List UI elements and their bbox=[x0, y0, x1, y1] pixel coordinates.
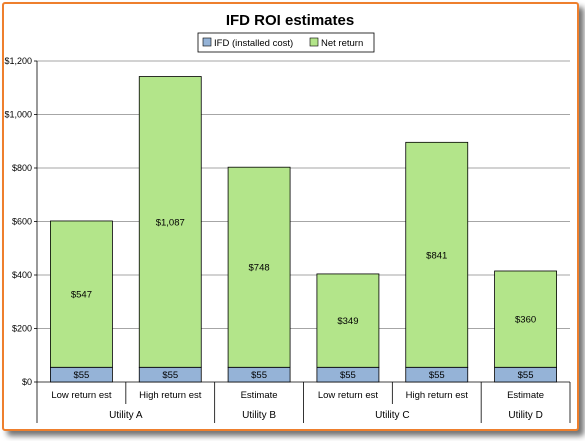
y-tick-label: $400 bbox=[12, 270, 32, 280]
x-category-label: Low return est bbox=[318, 390, 379, 401]
y-tick-label: $1,000 bbox=[4, 110, 32, 120]
legend: IFD (installed cost) Net return bbox=[197, 32, 375, 53]
legend-box bbox=[197, 32, 375, 53]
x-group-label: Utility A bbox=[109, 410, 143, 421]
x-category-label: High return est bbox=[406, 390, 469, 401]
bar-net-return bbox=[50, 220, 113, 368]
x-category-label: Estimate bbox=[241, 390, 278, 401]
bar-net-return bbox=[227, 166, 291, 368]
y-tick-label: $200 bbox=[12, 324, 32, 334]
bar-net-return bbox=[494, 270, 557, 368]
data-label-ifd: $55 bbox=[518, 370, 534, 381]
data-label-net-return: $841 bbox=[426, 250, 447, 261]
legend-label-ifd: IFD (installed cost) bbox=[214, 38, 293, 49]
data-label-ifd: $55 bbox=[429, 370, 445, 381]
y-tick-label: $1,200 bbox=[4, 56, 32, 66]
data-label-net-return: $1,087 bbox=[156, 217, 185, 228]
data-label-ifd: $55 bbox=[162, 370, 178, 381]
legend-label-net-return: Net return bbox=[321, 38, 363, 49]
data-label-net-return: $547 bbox=[71, 290, 92, 301]
y-tick-label: $0 bbox=[22, 377, 32, 387]
data-label-net-return: $360 bbox=[515, 315, 536, 326]
data-label-net-return: $748 bbox=[249, 263, 270, 274]
x-category-label: Low return est bbox=[51, 390, 112, 401]
data-label-ifd: $55 bbox=[340, 370, 356, 381]
data-label-ifd: $55 bbox=[73, 370, 89, 381]
data-label-ifd: $55 bbox=[251, 370, 267, 381]
data-label-net-return: $349 bbox=[337, 316, 358, 327]
chart-title: IFD ROI estimates bbox=[226, 12, 354, 29]
y-tick-label: $600 bbox=[12, 217, 32, 227]
bar-net-return bbox=[405, 141, 469, 368]
x-group-label: Utility B bbox=[242, 410, 276, 421]
legend-swatch-ifd bbox=[202, 37, 212, 47]
bar-net-return bbox=[138, 76, 202, 368]
x-category-label: Estimate bbox=[507, 390, 544, 401]
legend-swatch-net-return bbox=[309, 37, 319, 47]
x-group-label: Utility D bbox=[508, 410, 542, 421]
x-group-label: Utility C bbox=[375, 410, 409, 421]
y-tick-label: $800 bbox=[12, 163, 32, 173]
x-category-label: High return est bbox=[139, 390, 202, 401]
bar-net-return bbox=[316, 273, 380, 368]
